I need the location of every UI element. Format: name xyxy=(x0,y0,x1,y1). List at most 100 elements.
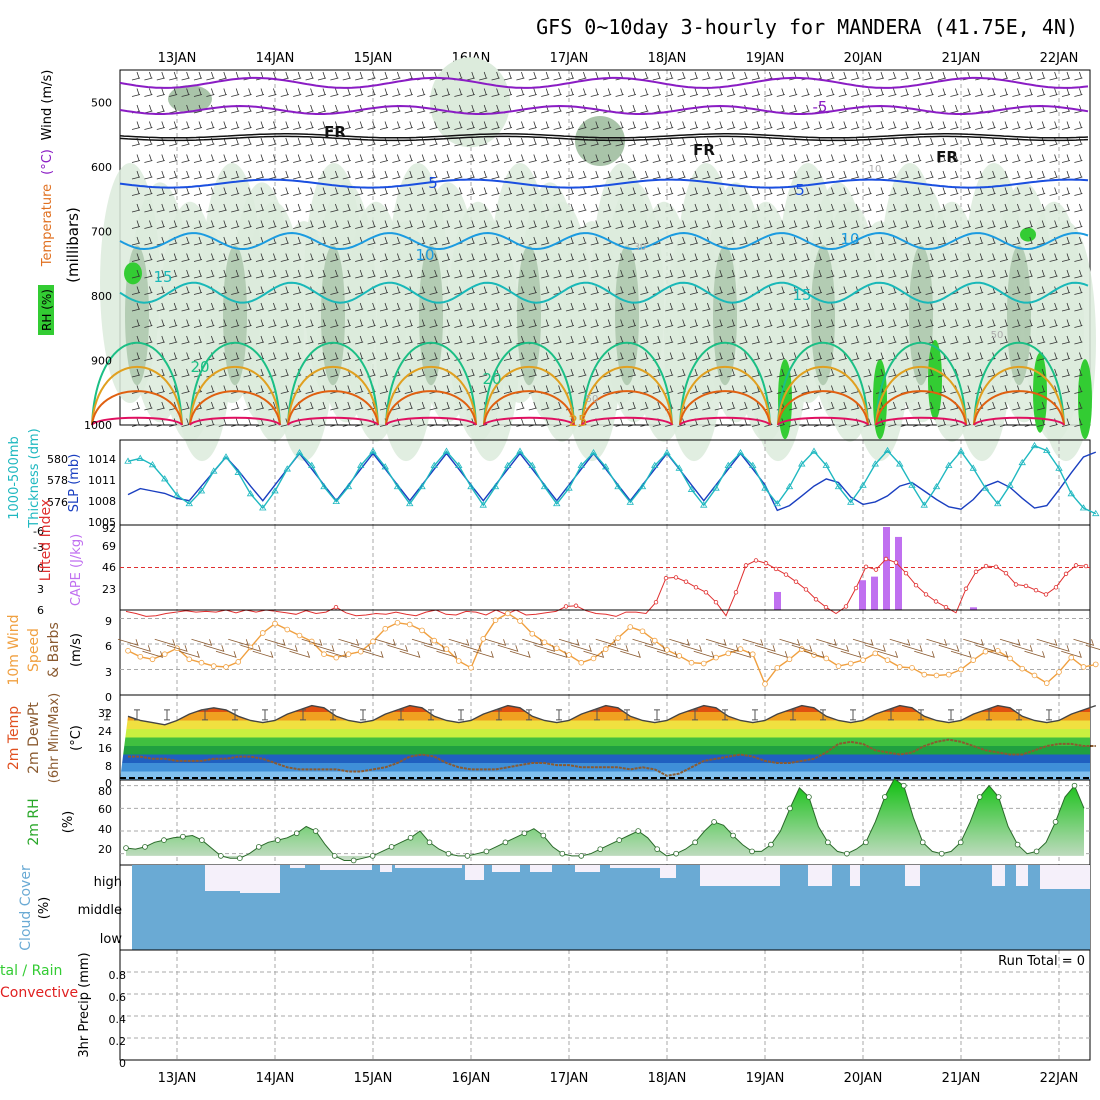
upper-wind-barb xyxy=(925,418,934,427)
upper-wind-barb xyxy=(305,187,314,196)
cloud-gap xyxy=(380,865,392,872)
upper-wind-barb xyxy=(838,170,847,180)
y-tick-label: 8 xyxy=(105,760,112,773)
wind-speed-line-point xyxy=(786,656,793,663)
upper-wind-barb xyxy=(355,154,364,163)
contour-label: 20 xyxy=(482,370,501,388)
upper-wind-barb xyxy=(1049,170,1058,180)
upper-wind-barb xyxy=(553,154,562,163)
upper-wind-barb xyxy=(330,368,339,378)
upper-wind-barb xyxy=(342,401,351,411)
y-tick-label: 800 xyxy=(91,290,112,303)
slp-line-point xyxy=(161,475,169,482)
upper-wind-barb xyxy=(962,137,971,147)
upper-wind-barb xyxy=(937,335,947,345)
upper-wind-barb xyxy=(1037,88,1046,97)
upper-wind-barb xyxy=(913,121,922,130)
upper-wind-barb xyxy=(280,401,289,411)
upper-wind-barb xyxy=(218,170,227,180)
wind-speed-line-point xyxy=(1056,669,1062,675)
upper-wind-barb xyxy=(776,121,785,130)
upper-wind-barb xyxy=(578,385,587,394)
upper-wind-barb xyxy=(218,253,227,262)
upper-wind-barb xyxy=(937,71,947,81)
upper-wind-barb xyxy=(231,302,240,312)
upper-wind-barb xyxy=(751,253,761,262)
upper-wind-barb xyxy=(603,302,612,312)
upper-wind-barb xyxy=(342,154,351,163)
upper-wind-barb xyxy=(875,368,885,378)
upper-wind-barb xyxy=(479,187,488,196)
upper-wind-barb xyxy=(392,187,401,196)
upper-wind-barb xyxy=(937,401,947,411)
chart-title: GFS 0~10day 3-hourly for MANDERA (41.75E… xyxy=(536,15,1078,39)
panel-frame xyxy=(119,439,1091,526)
upper-wind-barb xyxy=(404,385,413,394)
wind-barb xyxy=(840,650,862,658)
upper-wind-barb xyxy=(528,368,537,378)
upper-wind-barb xyxy=(454,137,463,147)
upper-wind-barb xyxy=(317,220,327,229)
y-tick-label: 0.2 xyxy=(109,1035,127,1048)
wind-barb xyxy=(215,650,237,658)
upper-wind-barb xyxy=(255,401,265,411)
upper-wind-barb xyxy=(1074,302,1083,312)
upper-wind-barb xyxy=(999,170,1009,180)
upper-wind-barb xyxy=(144,269,153,279)
wind-barb xyxy=(130,644,151,652)
rh-point xyxy=(426,839,433,846)
upper-wind-barb xyxy=(479,253,488,262)
wind-speed-line-point xyxy=(639,628,646,635)
upper-wind-barb xyxy=(541,121,550,130)
upper-wind-barb xyxy=(962,187,971,196)
upper-wind-barb xyxy=(367,352,376,361)
upper-wind-barb xyxy=(466,220,475,229)
rh-point xyxy=(995,794,1002,800)
upper-wind-barb xyxy=(714,253,723,262)
upper-wind-barb xyxy=(1074,385,1083,394)
wind-speed-line-point xyxy=(1031,672,1038,679)
upper-wind-barb xyxy=(441,121,451,130)
upper-wind-barb xyxy=(590,385,599,394)
wind-speed-line-point xyxy=(419,627,425,634)
upper-wind-barb xyxy=(875,302,885,312)
rh-shading-dark xyxy=(517,245,541,386)
lifted-index-point xyxy=(813,597,819,602)
upper-wind-barb xyxy=(652,121,661,130)
top-date-label: 17JAN xyxy=(550,51,589,66)
wind-barb xyxy=(326,650,347,658)
upper-wind-barb xyxy=(156,154,165,163)
upper-wind-barb xyxy=(975,170,984,180)
upper-wind-barb xyxy=(863,187,872,196)
upper-wind-barb xyxy=(156,385,165,394)
upper-wind-barb xyxy=(541,154,550,163)
slp-line-point xyxy=(1043,446,1051,454)
upper-wind-barb xyxy=(665,368,674,378)
upper-wind-barb xyxy=(231,137,240,147)
lifted-index-point xyxy=(983,563,989,569)
upper-wind-barb xyxy=(962,88,971,97)
upper-wind-barb xyxy=(739,137,748,147)
upper-wind-barb xyxy=(169,137,178,147)
upper-wind-barb xyxy=(454,385,463,394)
upper-wind-barb xyxy=(268,253,277,262)
upper-wind-barb xyxy=(863,88,872,97)
upper-wind-barb xyxy=(925,203,934,213)
upper-wind-barb xyxy=(342,121,351,130)
slp-line-point xyxy=(932,482,941,490)
upper-wind-barb xyxy=(975,236,984,246)
upper-wind-barb xyxy=(603,385,612,394)
upper-wind-barb xyxy=(913,154,922,163)
upper-wind-barb xyxy=(317,137,327,147)
slp-line-point xyxy=(1067,490,1075,497)
lifted-index-point xyxy=(563,604,569,609)
wind-speed-line-point xyxy=(713,654,719,661)
slp-line-point xyxy=(834,482,843,490)
upper-wind-barb xyxy=(280,137,289,147)
bottom-date-label: 19JAN xyxy=(746,1071,785,1086)
upper-wind-barb xyxy=(181,286,190,295)
upper-wind-barb xyxy=(975,368,984,378)
upper-wind-barb xyxy=(491,154,500,163)
upper-wind-barb xyxy=(689,71,699,81)
upper-wind-barb xyxy=(454,401,463,411)
